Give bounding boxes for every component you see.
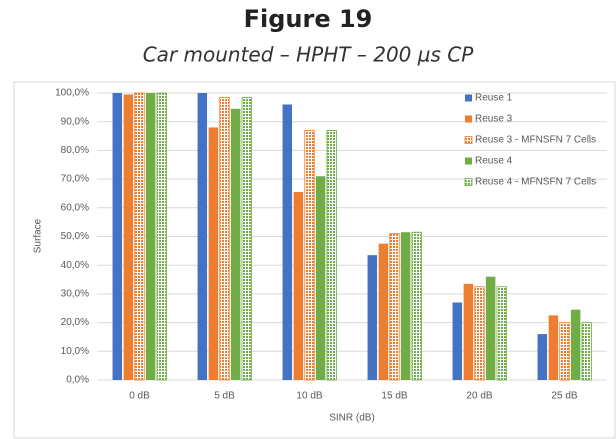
- bar: [219, 96, 230, 381]
- y-tick-label: 100,0%: [55, 88, 89, 99]
- bar: [197, 93, 208, 380]
- x-tick-label: 0 dB: [129, 391, 150, 402]
- x-tick-label: 20 dB: [466, 391, 492, 402]
- y-tick-label: 90,0%: [61, 116, 89, 127]
- chart-subtitle: Car mounted – HPHT – 200 µs CP: [143, 43, 474, 67]
- y-tick-label: 40,0%: [61, 260, 89, 271]
- bar: [367, 255, 378, 380]
- bar: [537, 334, 548, 380]
- bar: [559, 322, 570, 381]
- x-tick-label: 10 dB: [296, 391, 322, 402]
- y-tick-label: 30,0%: [61, 289, 89, 300]
- bar: [293, 192, 304, 380]
- legend-label: Reuse 1: [475, 93, 513, 104]
- bar: [411, 231, 422, 381]
- legend-label: Reuse 4 - MFNSFN 7 Cells: [475, 177, 596, 188]
- bar: [474, 286, 485, 381]
- bar: [282, 104, 293, 380]
- legend-label: Reuse 4: [475, 156, 513, 167]
- y-tick-label: 70,0%: [61, 174, 89, 185]
- bar: [241, 96, 252, 381]
- y-tick-label: 80,0%: [61, 145, 89, 156]
- bar: [112, 93, 123, 380]
- bar: [208, 127, 219, 380]
- bar: [145, 93, 156, 380]
- legend-swatch: [465, 157, 472, 165]
- y-tick-label: 0,0%: [66, 375, 89, 386]
- bar: [581, 322, 592, 381]
- bar: [570, 309, 581, 380]
- bar: [304, 129, 315, 381]
- legend-swatch: [465, 94, 472, 102]
- bar: [326, 129, 337, 381]
- x-tick-label: 25 dB: [551, 391, 577, 402]
- bar: [123, 94, 134, 380]
- bar: [156, 92, 167, 381]
- bar: [389, 233, 400, 381]
- bar: [400, 232, 411, 380]
- y-tick-label: 60,0%: [61, 202, 89, 213]
- legend-label: Reuse 3: [475, 114, 513, 125]
- y-tick-label: 50,0%: [61, 231, 89, 242]
- bar: [134, 92, 145, 381]
- bar: [378, 243, 389, 380]
- bar: [548, 315, 559, 380]
- y-tick-label: 10,0%: [61, 346, 89, 357]
- legend-swatch: [464, 136, 473, 144]
- bar: [315, 176, 326, 380]
- legend-label: Reuse 3 - MFNSFN 7 Cells: [475, 135, 596, 146]
- legend-swatch: [465, 115, 472, 123]
- x-axis-label: SINR (dB): [329, 413, 375, 424]
- y-axis-label: Surface: [33, 218, 44, 253]
- x-tick-label: 5 dB: [214, 391, 235, 402]
- bar: [485, 276, 496, 380]
- x-tick-label: 15 dB: [381, 391, 407, 402]
- legend-swatch: [464, 178, 473, 186]
- bar: [463, 283, 474, 380]
- bar: [452, 302, 463, 380]
- chart-title: Figure 19: [244, 5, 373, 33]
- bar: [230, 108, 241, 380]
- bar: [496, 286, 507, 381]
- y-tick-label: 20,0%: [61, 317, 89, 328]
